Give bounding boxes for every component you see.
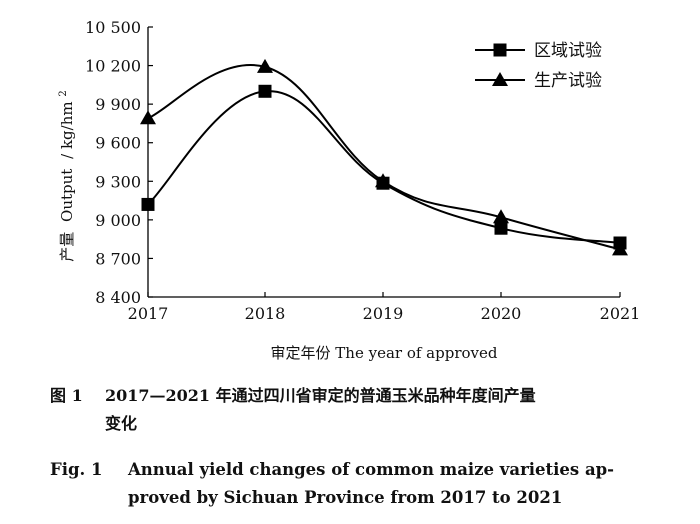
y-axis-ticks: 10 500 10 200 9 900 9 600 9 300 9 000 8 700 8 4…	[85, 18, 153, 307]
y-tick-label: 9 900	[95, 95, 141, 114]
data-point-square	[494, 221, 508, 235]
caption-en-line1: Annual yield changes of common maize var…	[128, 460, 615, 479]
y-tick-label: 10 200	[85, 57, 141, 76]
data-point-square	[258, 84, 272, 98]
series-lines	[147, 64, 621, 251]
x-axis-ticks: 2017 2018 2019 2020 2021	[128, 292, 641, 323]
y-tick-label: 8 400	[95, 288, 141, 307]
y-tick-label: 9 600	[95, 134, 141, 153]
y-tick-label: 10 500	[85, 18, 141, 37]
caption-cn-line1: 2017—2021 年通过四川省审定的普通玉米品种年度间产量	[105, 386, 536, 405]
chart-axes	[147, 27, 620, 298]
x-axis-title: 审定年份 The year of approved	[271, 344, 498, 362]
x-tick-label: 2021	[600, 304, 641, 323]
series-line-1	[147, 90, 621, 244]
data-point-triangle	[140, 110, 156, 125]
legend-label: 生产试验	[534, 71, 602, 91]
y-axis-title-unit-sup: 2	[58, 90, 69, 96]
legend-marker-triangle	[492, 72, 508, 86]
caption-en-line2: proved by Sichuan Province from 2017 to …	[128, 488, 563, 507]
data-point-triangle	[612, 241, 628, 256]
data-point-triangle	[257, 58, 273, 73]
series-line-2	[147, 64, 621, 251]
caption-chinese: 图 1 2017—2021 年通过四川省审定的普通玉米品种年度间产量 变化	[50, 382, 660, 438]
y-axis-title-en: Output	[58, 169, 76, 222]
y-tick-label: 8 700	[95, 249, 141, 268]
x-tick-label: 2017	[128, 304, 169, 323]
caption-en-label: Fig. 1	[50, 460, 103, 479]
caption-cn-label: 图 1	[50, 386, 83, 405]
y-axis-title-unit: / kg/hm	[58, 101, 76, 158]
series-markers	[140, 58, 628, 256]
legend-label: 区域试验	[534, 41, 602, 61]
y-axis-title-cn: 产量	[58, 232, 76, 262]
data-point-square	[141, 197, 155, 211]
data-point-triangle	[375, 173, 391, 188]
y-tick-label: 9 000	[95, 211, 141, 230]
x-tick-label: 2018	[245, 304, 286, 323]
line-chart: 10 500 10 200 9 900 9 600 9 300 9 000 8 700 8 4…	[58, 18, 641, 362]
y-axis-title: 产量 Output / kg/hm 2	[58, 90, 76, 261]
data-point-triangle	[493, 209, 509, 224]
x-tick-label: 2019	[363, 304, 404, 323]
caption-english: Fig. 1 Annual yield changes of common mai…	[50, 456, 660, 512]
y-tick-label: 9 300	[95, 172, 141, 191]
x-tick-label: 2020	[481, 304, 522, 323]
legend-marker-square	[493, 43, 507, 57]
caption-cn-line2: 变化	[105, 414, 138, 433]
